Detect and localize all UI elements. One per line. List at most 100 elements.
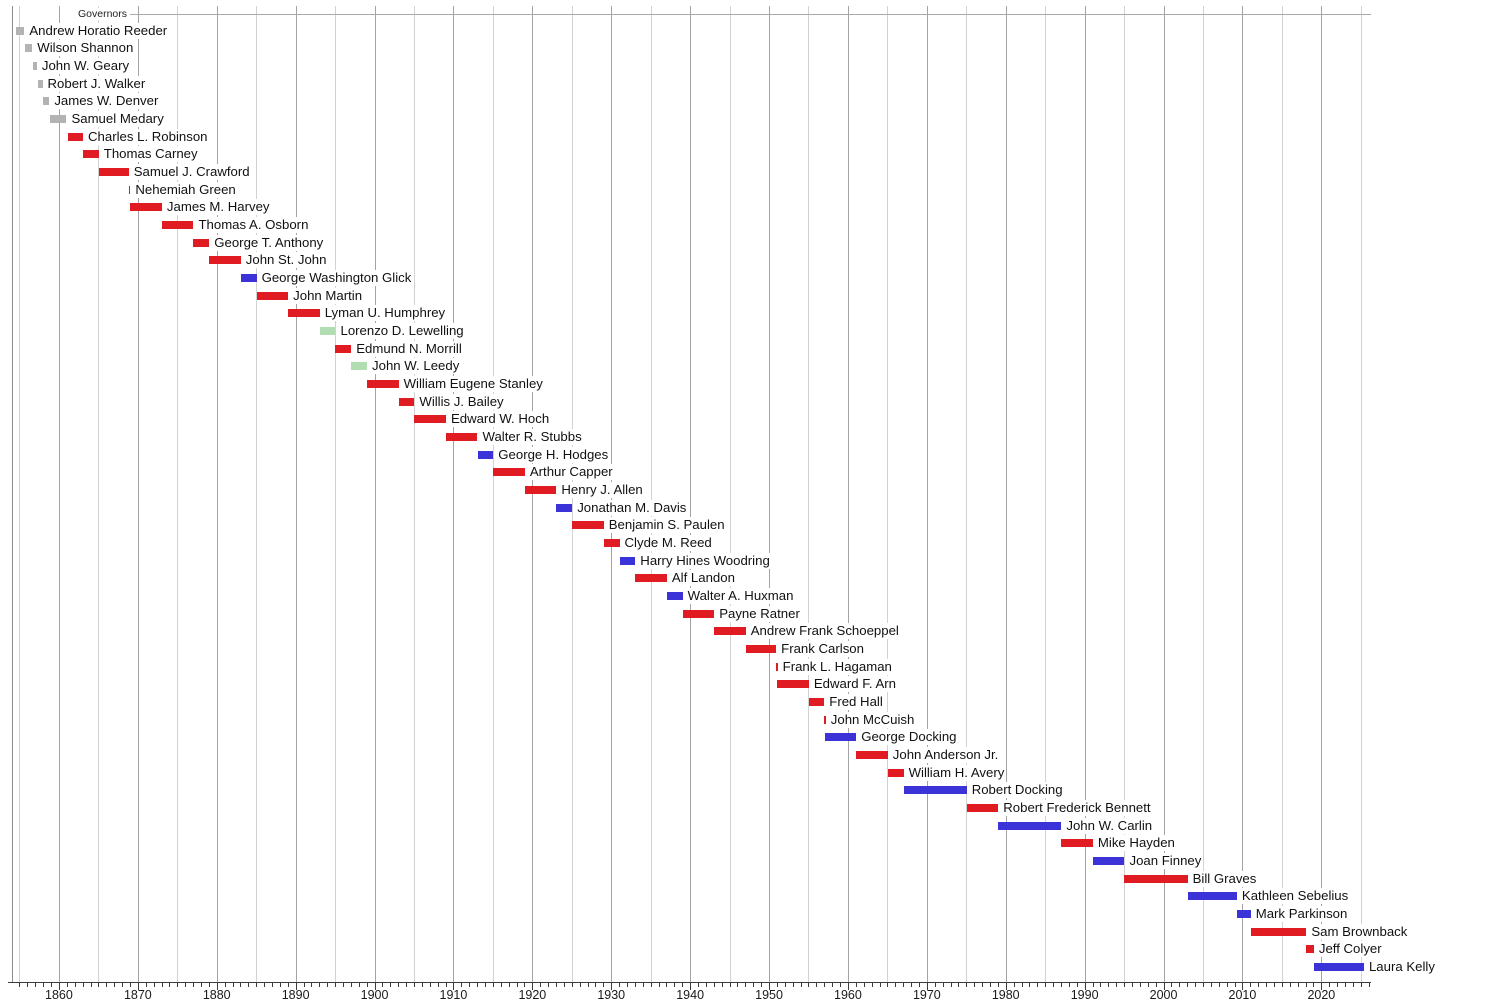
axis-tick-2019 <box>1313 983 1315 987</box>
axis-tick-1960 <box>847 983 849 990</box>
governor-label: Charles L. Robinson <box>87 128 209 145</box>
axis-tick-1910 <box>453 983 455 990</box>
axis-tick-1959 <box>840 983 842 987</box>
axis-tick-label: 1900 <box>360 988 389 1002</box>
axis-tick-1925 <box>571 983 573 987</box>
term-bar-territorial <box>42 97 50 106</box>
axis-tick-1994 <box>1116 983 1118 987</box>
axis-tick-1941 <box>698 983 700 987</box>
axis-tick-1986 <box>1053 983 1055 987</box>
axis-tick-2026 <box>1368 983 1370 987</box>
gridline-1955 <box>808 6 810 982</box>
plot-left-border <box>12 6 13 982</box>
term-bar-republican <box>966 803 999 812</box>
axis-tick-1905 <box>413 983 415 987</box>
axis-tick-1878 <box>200 983 202 987</box>
axis-tick-label: 1990 <box>1070 988 1099 1002</box>
axis-tick-label: 2000 <box>1149 988 1178 1002</box>
axis-tick-1889 <box>287 983 289 987</box>
governor-label: Joan Finney <box>1128 852 1203 869</box>
axis-tick-1936 <box>658 983 660 987</box>
term-bar-republican <box>128 185 131 194</box>
term-bar-republican <box>398 397 415 406</box>
axis-tick-2000 <box>1163 983 1165 990</box>
term-bar-republican <box>635 574 667 583</box>
gridline-1920 <box>532 6 534 982</box>
governor-label: Edmund N. Morrill <box>355 340 463 357</box>
axis-tick-1944 <box>721 983 723 987</box>
axis-tick-1947 <box>745 983 747 987</box>
governor-label: Mike Hayden <box>1096 835 1176 852</box>
axis-tick-label: 1910 <box>439 988 468 1002</box>
term-bar-republican <box>1250 927 1307 936</box>
axis-tick-2012 <box>1258 983 1260 987</box>
axis-tick-1953 <box>792 983 794 987</box>
axis-tick-1966 <box>895 983 897 987</box>
term-bar-democratic <box>240 273 257 282</box>
axis-tick-1866 <box>106 983 108 987</box>
gridline-1905 <box>413 6 415 982</box>
governor-label: John W. Carlin <box>1065 817 1154 834</box>
axis-tick-1869 <box>129 983 131 987</box>
axis-tick-1912 <box>469 983 471 987</box>
axis-tick-1885 <box>256 983 258 987</box>
governor-label: Jeff Colyer <box>1317 941 1383 958</box>
axis-tick-1968 <box>911 983 913 987</box>
governor-label: Henry J. Allen <box>560 481 644 498</box>
axis-tick-1933 <box>634 983 636 987</box>
term-bar-republican <box>777 680 809 689</box>
axis-tick-1931 <box>619 983 621 987</box>
axis-tick-1897 <box>350 983 352 987</box>
axis-tick-1872 <box>153 983 155 987</box>
axis-tick-label: 1930 <box>597 988 626 1002</box>
axis-tick-label: 1880 <box>202 988 231 1002</box>
axis-tick-1900 <box>374 983 376 990</box>
axis-tick-2023 <box>1345 983 1346 987</box>
axis-tick-1863 <box>82 983 84 987</box>
axis-tick-label: 1970 <box>912 988 941 1002</box>
axis-tick-1907 <box>429 983 431 987</box>
governor-label: Mark Parkinson <box>1254 905 1349 922</box>
term-bar-democratic <box>1236 909 1251 918</box>
axis-tick-1945 <box>729 983 731 987</box>
axis-tick-label: 1870 <box>123 988 152 1002</box>
term-bar-republican <box>83 150 99 159</box>
term-bar-republican <box>493 468 525 477</box>
axis-tick-1976 <box>974 983 976 987</box>
governor-label: Thomas A. Osborn <box>197 216 310 233</box>
term-bar-republican <box>256 291 289 300</box>
axis-tick-1980 <box>1005 983 1007 990</box>
axis-tick-1999 <box>1155 983 1157 987</box>
axis-tick-1952 <box>784 983 786 987</box>
term-bar-republican <box>856 750 888 759</box>
axis-tick-1892 <box>311 983 313 987</box>
axis-tick-1926 <box>579 983 581 987</box>
axis-tick-1981 <box>1013 983 1015 987</box>
axis-tick-1899 <box>366 983 368 987</box>
term-bar-republican <box>445 432 478 441</box>
gridline-2020 <box>1321 6 1323 982</box>
axis-tick-1979 <box>997 983 999 987</box>
term-bar-populist <box>351 362 368 371</box>
term-bar-republican <box>524 485 557 494</box>
governor-label: George Docking <box>860 729 958 746</box>
axis-tick-1864 <box>90 983 92 987</box>
governor-label: Walter A. Huxman <box>686 587 795 604</box>
axis-tick-2005 <box>1202 983 1204 987</box>
axis-tick-1882 <box>232 983 234 987</box>
gridline-2000 <box>1163 6 1165 982</box>
axis-tick-1883 <box>240 983 242 987</box>
axis-tick-1924 <box>563 983 565 987</box>
term-bar-republican <box>193 238 210 247</box>
axis-tick-2014 <box>1274 983 1275 987</box>
axis-tick-1858 <box>43 983 45 987</box>
axis-tick-1943 <box>713 983 715 987</box>
term-bar-territorial <box>15 26 25 35</box>
axis-tick-2002 <box>1179 983 1181 987</box>
axis-tick-1909 <box>445 983 447 987</box>
axis-tick-1985 <box>1045 983 1047 987</box>
axis-tick-1948 <box>753 983 755 987</box>
term-bar-democratic <box>477 450 494 459</box>
axis-tick-2017 <box>1297 983 1299 987</box>
gridline-1980 <box>1005 6 1007 982</box>
